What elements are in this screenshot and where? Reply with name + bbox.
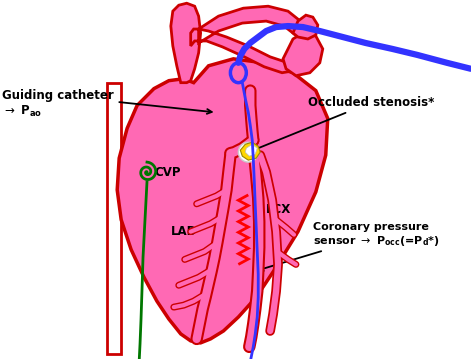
Text: CVP: CVP <box>154 166 181 179</box>
Text: LCX: LCX <box>266 203 292 216</box>
Polygon shape <box>117 59 328 343</box>
Polygon shape <box>240 142 260 160</box>
Text: $\rightarrow$ P$_{\mathregular{ao}}$: $\rightarrow$ P$_{\mathregular{ao}}$ <box>2 104 42 119</box>
Polygon shape <box>171 3 201 83</box>
Polygon shape <box>293 15 318 39</box>
Text: LAD: LAD <box>171 225 197 238</box>
Text: Guiding catheter: Guiding catheter <box>2 89 212 114</box>
Polygon shape <box>191 6 310 73</box>
Polygon shape <box>283 33 323 76</box>
Text: Coronary pressure
sensor $\rightarrow$ P$_{\mathregular{occ}}$(=P$_{\mathregular: Coronary pressure sensor $\rightarrow$ P… <box>259 222 440 271</box>
Polygon shape <box>246 144 257 156</box>
Polygon shape <box>107 83 121 354</box>
Text: Occluded stenosis*: Occluded stenosis* <box>253 96 434 151</box>
Circle shape <box>238 142 258 162</box>
